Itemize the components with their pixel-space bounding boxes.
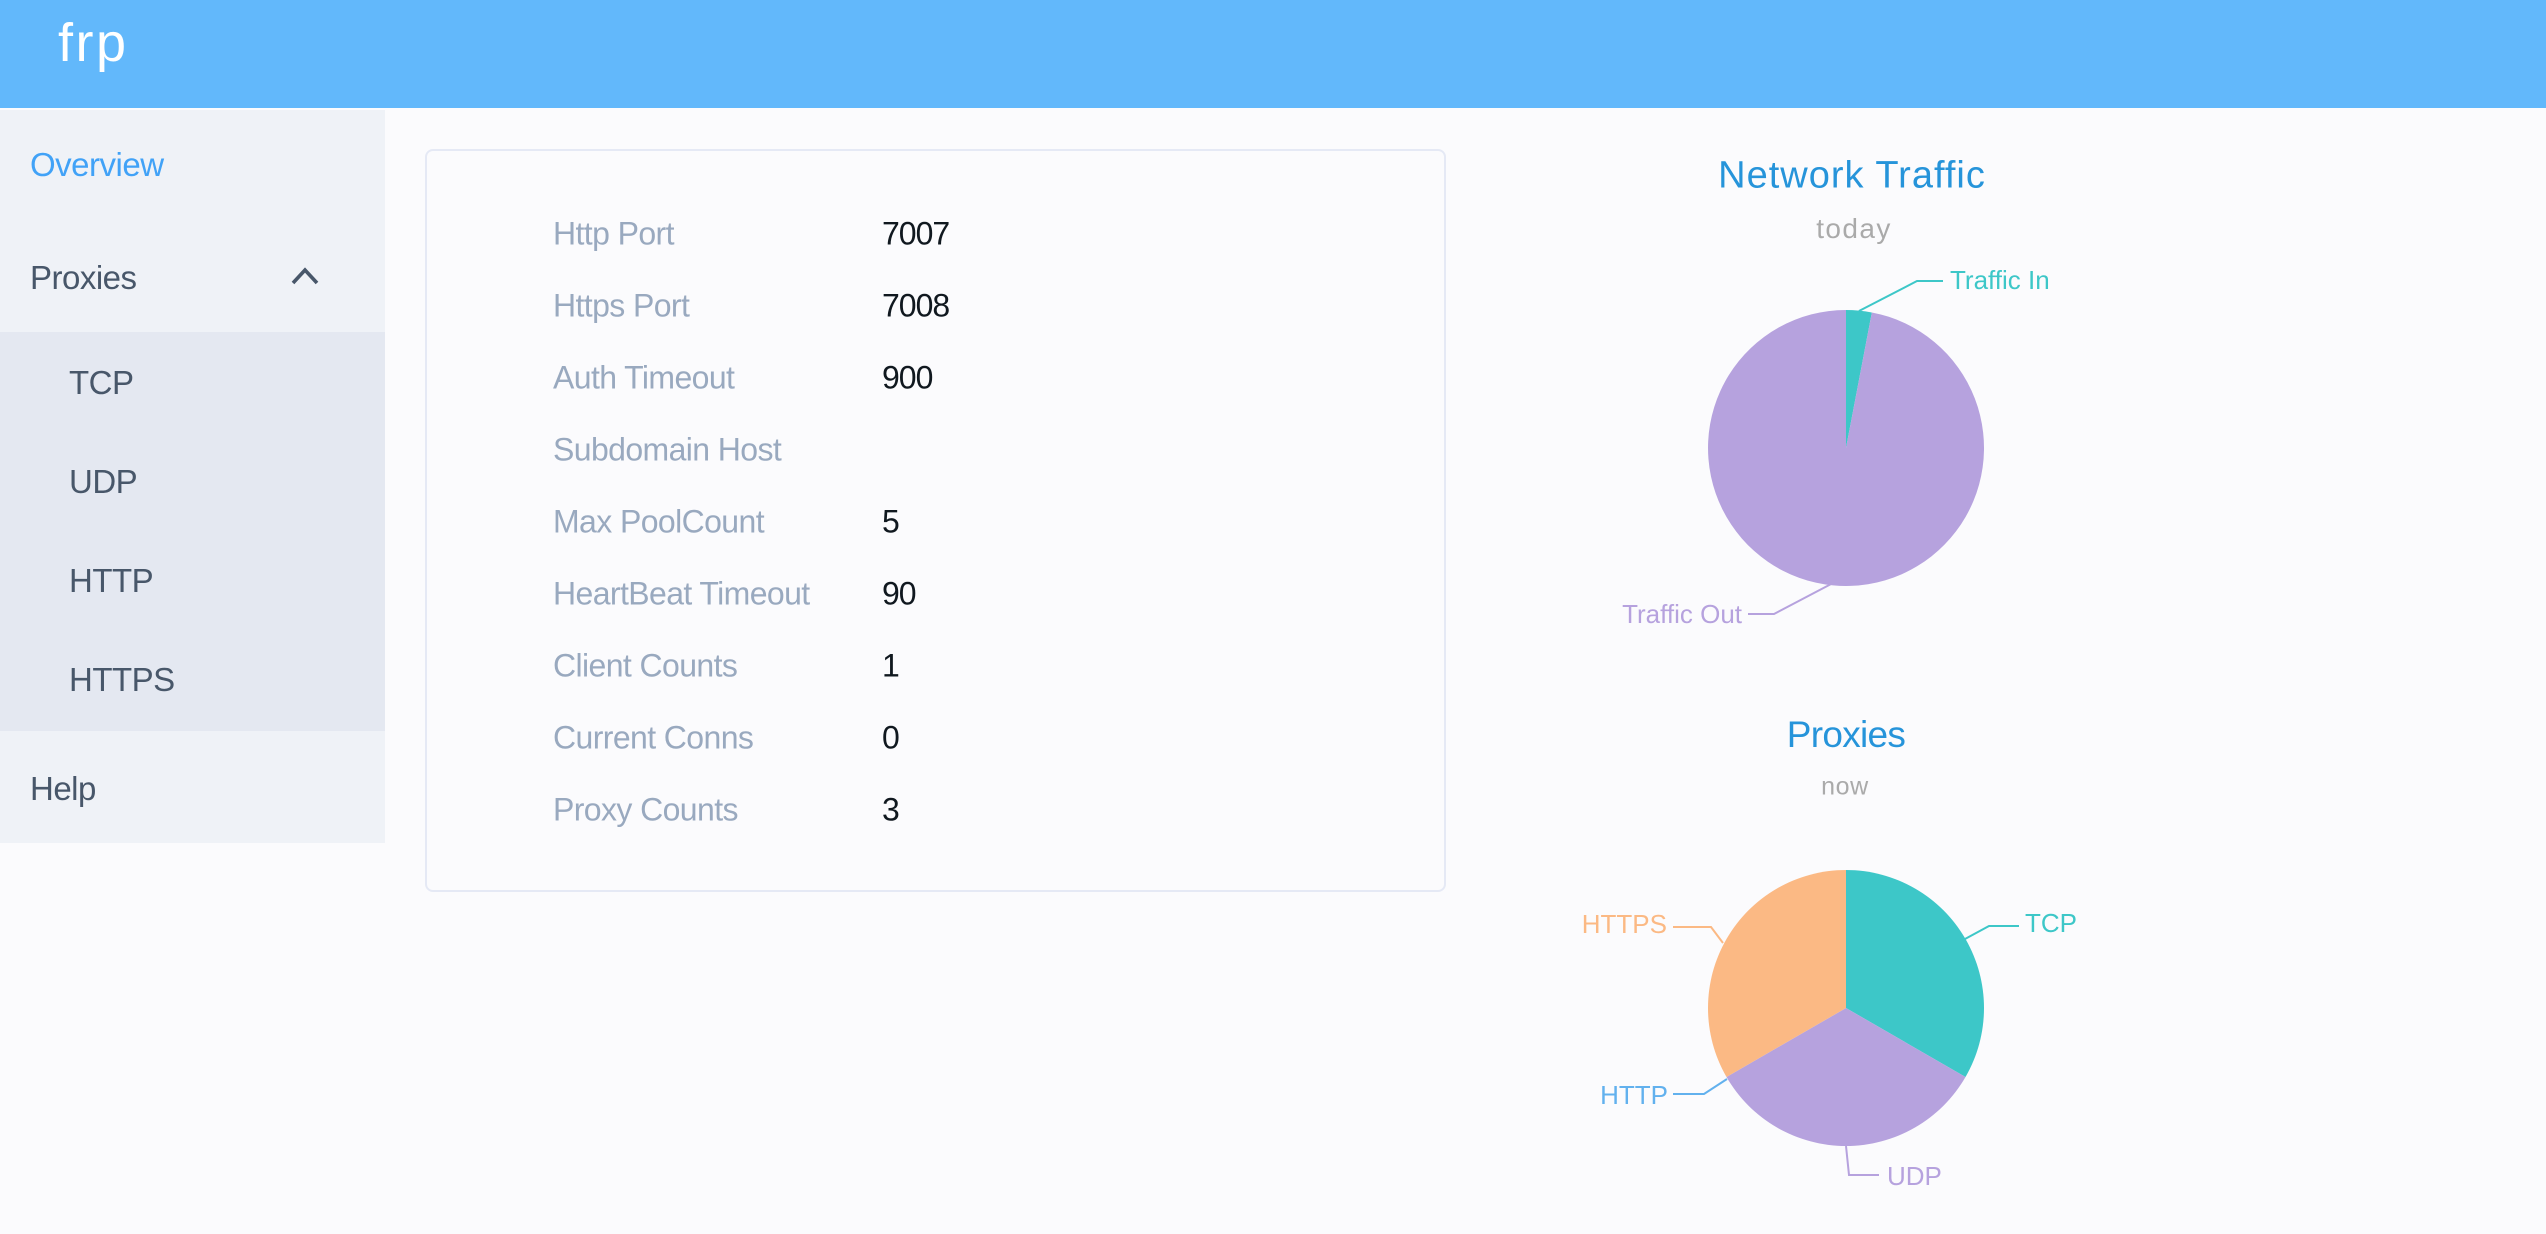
svg-text:UDP: UDP [1887, 1161, 1942, 1191]
svg-text:Traffic In: Traffic In [1950, 265, 2050, 295]
svg-text:Traffic Out: Traffic Out [1622, 599, 1743, 629]
svg-text:HTTPS: HTTPS [1582, 909, 1667, 939]
svg-text:TCP: TCP [2025, 908, 2077, 938]
svg-text:HTTP: HTTP [1600, 1080, 1668, 1110]
